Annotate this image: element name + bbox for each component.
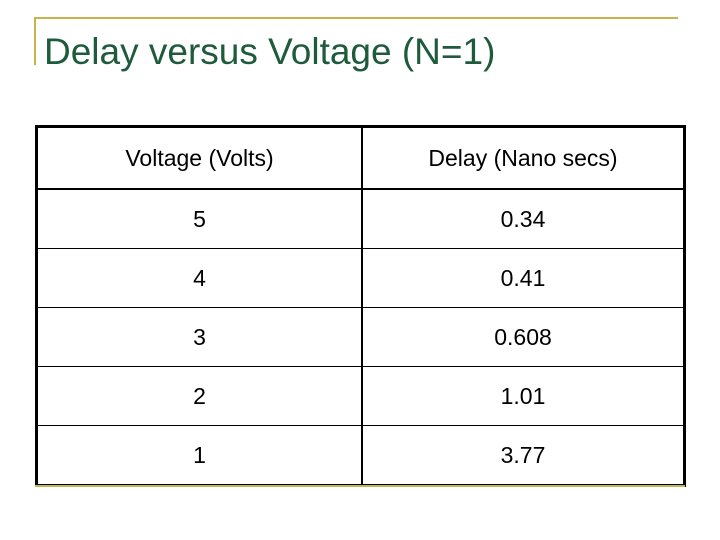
table-row: 5 0.34	[36, 188, 685, 249]
cell-voltage: 2	[36, 366, 363, 426]
title-accent-left-rule	[34, 17, 36, 65]
slide-title: Delay versus Voltage (N=1)	[44, 31, 496, 72]
cell-delay: 1.01	[361, 366, 685, 426]
cell-delay: 0.41	[361, 248, 685, 308]
cell-voltage: 1	[36, 425, 363, 486]
delay-voltage-table: Voltage (Volts) Delay (Nano secs) 5 0.34…	[35, 125, 686, 487]
title-accent-top-rule	[34, 17, 678, 19]
cell-delay: 3.77	[361, 425, 685, 486]
cell-voltage: 3	[36, 307, 363, 367]
header-delay: Delay (Nano secs)	[361, 126, 685, 190]
cell-voltage: 4	[36, 248, 363, 308]
table-row: 1 3.77	[36, 425, 685, 486]
table-row: 3 0.608	[36, 307, 685, 367]
cell-delay: 0.608	[361, 307, 685, 367]
table-header-row: Voltage (Volts) Delay (Nano secs)	[36, 126, 685, 190]
cell-delay: 0.34	[361, 188, 685, 249]
table-row: 4 0.41	[36, 248, 685, 308]
footer-accent-rule	[35, 485, 685, 487]
table-row: 2 1.01	[36, 366, 685, 426]
header-voltage: Voltage (Volts)	[36, 126, 363, 190]
cell-voltage: 5	[36, 188, 363, 249]
